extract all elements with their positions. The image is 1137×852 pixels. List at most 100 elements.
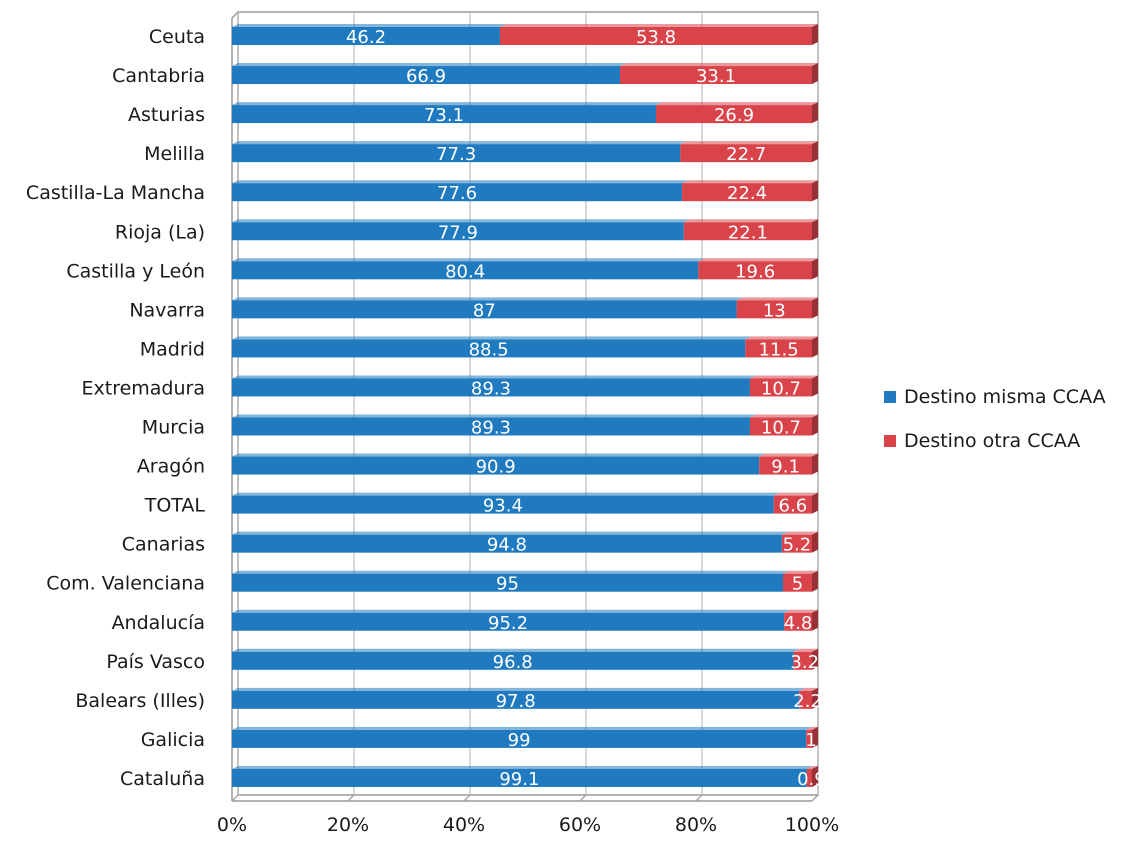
plot-frame bbox=[231, 11, 819, 802]
bar-top-face bbox=[698, 258, 818, 262]
bar-top-face bbox=[232, 453, 766, 457]
bar-segment bbox=[783, 573, 812, 592]
bar-top-face bbox=[783, 570, 818, 574]
bar-top-face bbox=[784, 609, 818, 613]
bar-side-face bbox=[812, 24, 818, 45]
bar-data-label: 77.9 bbox=[438, 222, 478, 243]
bar-top-face bbox=[773, 492, 818, 496]
bar-segment bbox=[232, 105, 656, 124]
bar-segment bbox=[773, 495, 812, 514]
bar-segment bbox=[232, 768, 807, 787]
bar-data-label: 73.1 bbox=[424, 105, 464, 126]
bar-segment bbox=[232, 534, 782, 553]
bar-segment bbox=[232, 183, 683, 202]
legend-swatch bbox=[884, 391, 896, 403]
legend-label: Destino otra CCAA bbox=[904, 430, 1080, 452]
bar-top-face bbox=[232, 375, 756, 379]
bar-side-face bbox=[812, 219, 818, 241]
axis-corner-line bbox=[231, 11, 239, 19]
bar-side-face bbox=[812, 297, 818, 319]
bar-data-label: 22.7 bbox=[726, 144, 766, 165]
bar-top-face bbox=[683, 219, 818, 223]
bar-top-face bbox=[232, 258, 705, 262]
bar-top-face bbox=[232, 219, 690, 223]
bar-data-label: 94.8 bbox=[487, 535, 527, 556]
category-label: Murcia bbox=[142, 417, 205, 439]
bar-data-label: 90.9 bbox=[476, 457, 516, 478]
bar-top-face bbox=[793, 648, 818, 652]
bar-data-label: 11.5 bbox=[759, 339, 799, 360]
bar-top-face bbox=[232, 687, 806, 691]
bar-segment bbox=[232, 144, 681, 163]
x-tick-label: 20% bbox=[327, 814, 369, 836]
bar-data-label: 2.2 bbox=[793, 691, 822, 712]
category-label: Cantabria bbox=[112, 65, 205, 87]
bar-segment bbox=[232, 651, 794, 670]
bar-data-label: 26.9 bbox=[714, 105, 754, 126]
bar-segment bbox=[232, 222, 684, 241]
bar-data-label: 95 bbox=[496, 574, 519, 595]
bar-side-face bbox=[812, 258, 818, 280]
bar-segment bbox=[232, 300, 737, 319]
bar-segment bbox=[698, 261, 812, 280]
bar-top-face bbox=[749, 375, 818, 379]
bar-top-face bbox=[655, 102, 818, 106]
x-tick-label: 80% bbox=[675, 814, 717, 836]
bar-segment bbox=[793, 651, 812, 670]
bar-side-face bbox=[812, 648, 818, 670]
legend-item[interactable]: Destino otra CCAA bbox=[884, 430, 1080, 452]
bar-top-face bbox=[806, 726, 818, 730]
bar-top-face bbox=[620, 63, 818, 67]
category-label: Extremadura bbox=[82, 377, 206, 399]
category-labels: Ceuta Cantabria Asturias Melilla Castilla-La… bbox=[26, 26, 205, 790]
bar-segment bbox=[232, 729, 807, 748]
bar-top-face bbox=[759, 453, 818, 457]
bar-segment bbox=[232, 573, 783, 592]
bar-data-label: 4.8 bbox=[784, 613, 813, 634]
bar-segment bbox=[232, 456, 760, 475]
bar-top-face bbox=[745, 336, 818, 340]
bar-top-face bbox=[806, 765, 818, 769]
bar-segment bbox=[745, 339, 812, 358]
legend-swatch bbox=[884, 435, 896, 447]
bar-data-label: 5 bbox=[792, 574, 803, 595]
category-label: Galicia bbox=[141, 729, 205, 751]
bar-top-face bbox=[232, 180, 689, 184]
bar-data-label: 93.4 bbox=[483, 496, 523, 517]
gridline-foot bbox=[347, 794, 355, 802]
gridlines bbox=[231, 12, 819, 802]
bar-top-face bbox=[232, 414, 756, 418]
bar-segment bbox=[232, 495, 774, 514]
bar-data-label: 53.8 bbox=[636, 27, 676, 48]
bar-side-face bbox=[812, 180, 818, 202]
bar-top-face bbox=[799, 687, 818, 691]
gridline-foot bbox=[231, 794, 239, 802]
bar-data-label: 99 bbox=[508, 730, 531, 751]
bar-data-label: 19.6 bbox=[735, 261, 775, 282]
bar-side-face bbox=[812, 63, 818, 85]
bar-side-face bbox=[812, 687, 818, 709]
bar-top-face bbox=[232, 648, 800, 652]
x-tick-label: 60% bbox=[559, 814, 601, 836]
bar-side-face bbox=[812, 375, 818, 397]
x-tick-label: 40% bbox=[443, 814, 485, 836]
bar-segment bbox=[784, 612, 812, 631]
category-label: Castilla y León bbox=[66, 260, 205, 282]
bar-segment bbox=[682, 183, 812, 202]
bar-side-face bbox=[812, 765, 818, 787]
bar-segment bbox=[799, 690, 812, 709]
bar-top-face bbox=[680, 141, 818, 145]
legend[interactable]: Destino misma CCAA Destino otra CCAA bbox=[884, 386, 1106, 452]
bar-data-label: 89.3 bbox=[471, 378, 511, 399]
bar-segment bbox=[232, 612, 785, 631]
bars bbox=[232, 24, 818, 787]
bar-top-face bbox=[232, 492, 780, 496]
category-label: Rioja (La) bbox=[115, 221, 205, 243]
bar-data-label: 99.1 bbox=[499, 769, 539, 790]
bar-data-label: 22.1 bbox=[728, 222, 768, 243]
bar-top-face bbox=[232, 24, 506, 27]
bar-segment bbox=[680, 144, 812, 163]
legend-item[interactable]: Destino misma CCAA bbox=[884, 386, 1106, 408]
bar-data-label: 0.9 bbox=[797, 769, 826, 790]
